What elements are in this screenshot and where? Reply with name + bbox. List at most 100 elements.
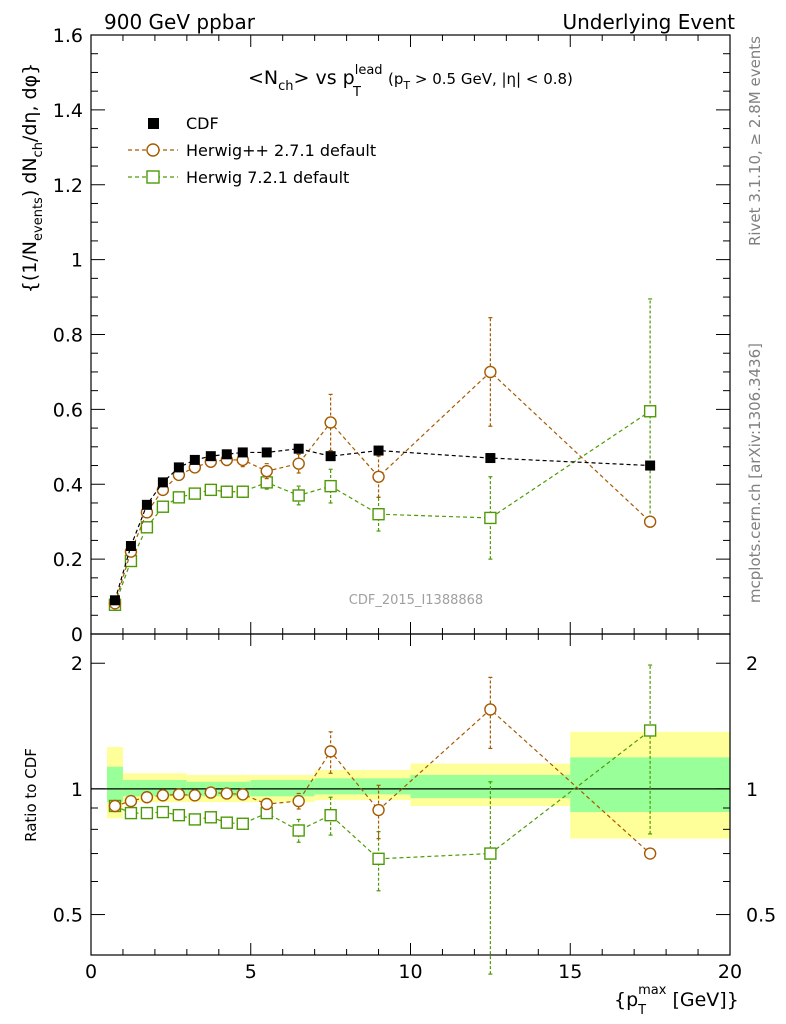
ratio-y-ticks: 0.5 0.5 1 1 2 2 bbox=[53, 653, 776, 926]
ratio-y-tick-label-right: 2 bbox=[746, 653, 758, 675]
xlabel-part-a-sub: T bbox=[637, 1003, 646, 1018]
xlabel-part-b: [GeV]} bbox=[666, 989, 738, 1011]
cdf-point bbox=[109, 595, 120, 606]
ratio-herwigpp-point bbox=[484, 703, 497, 716]
cdf-point bbox=[645, 460, 656, 471]
ratio-herwigpp-point bbox=[372, 803, 385, 817]
ratio-herwigpp-point bbox=[108, 799, 122, 813]
ratio-herwigpp-point bbox=[204, 786, 218, 799]
x-tick-label: 10 bbox=[398, 961, 422, 983]
x-tick-label: 5 bbox=[245, 961, 257, 983]
title-part-b: > vs p bbox=[294, 67, 355, 89]
main-y-tick-label: 1.2 bbox=[53, 175, 83, 197]
legend-marker-herwig7 bbox=[146, 170, 160, 184]
ylabel-part-b-sub: ch bbox=[31, 142, 46, 157]
title-part-b-sub: T bbox=[352, 85, 361, 100]
cdf-point bbox=[261, 447, 272, 458]
ratio-herwig7-point bbox=[324, 808, 337, 822]
ratio-herwigpp-point bbox=[643, 847, 657, 860]
ratio-band-green bbox=[122, 780, 187, 797]
ratio-herwig7-point bbox=[484, 847, 497, 860]
ratio-y-tick-label: 2 bbox=[71, 653, 83, 675]
x-tick-label: 20 bbox=[718, 961, 742, 983]
main-y-tick-label: 0.8 bbox=[53, 325, 83, 347]
cdf-point bbox=[157, 477, 168, 488]
herwigpp-point bbox=[324, 416, 337, 429]
ratio-herwig7-point bbox=[236, 817, 249, 830]
ratio-herwigpp-point bbox=[172, 788, 186, 801]
ratio-herwig7-point bbox=[372, 852, 385, 866]
cdf-point bbox=[373, 445, 384, 456]
legend-marker-cdf bbox=[148, 118, 159, 129]
legend-label-herwigpp: Herwig++ 2.7.1 default bbox=[186, 141, 376, 160]
main-y-tick-label: 1.4 bbox=[53, 100, 83, 122]
title-part-a-sub: ch bbox=[278, 79, 293, 94]
ratio-herwig7-point bbox=[220, 816, 233, 829]
xlabel-part-a: {p bbox=[614, 989, 638, 1011]
cdf-point bbox=[141, 499, 152, 510]
header-left: 900 GeV ppbar bbox=[104, 10, 256, 34]
ratio-herwig7-point bbox=[172, 808, 186, 822]
ratio-herwig7-point bbox=[292, 824, 305, 837]
x-tick-label: 15 bbox=[558, 961, 582, 983]
title-part-c-sub: T bbox=[402, 79, 410, 92]
main-title: <Nch> vs plead bbox=[248, 63, 383, 94]
ratio-herwigpp-point bbox=[156, 789, 170, 802]
cdf-point bbox=[173, 462, 184, 473]
ylabel-part-c: /dη, dφ} bbox=[19, 63, 41, 142]
ratio-herwigpp-point bbox=[220, 787, 233, 800]
analysis-watermark: CDF_2015_I1388868 bbox=[349, 593, 483, 608]
herwigpp-point bbox=[260, 464, 273, 478]
xlabel-part-a-sup: max bbox=[638, 983, 667, 998]
cdf-point bbox=[125, 541, 136, 552]
ratio-y-tick-label-right: 1 bbox=[746, 779, 758, 801]
herwig7-point bbox=[324, 479, 337, 493]
title-part-a: <N bbox=[248, 67, 278, 89]
ratio-y-tick-label: 0.5 bbox=[53, 905, 83, 927]
ratio-band-green bbox=[314, 778, 411, 795]
herwig7-point bbox=[372, 508, 385, 521]
main-y-axis-label: {(1/Nevents) dNch/dη, dφ} bbox=[19, 63, 46, 293]
ylabel-part-b: ) dN bbox=[19, 157, 41, 197]
herwig7-point bbox=[236, 485, 249, 498]
legend: CDF Herwig++ 2.7.1 default Herwig 7.2.1 … bbox=[128, 114, 376, 187]
mcplots-credit: mcplots.cern.ch [arXiv:1306.3436] bbox=[746, 343, 764, 603]
ratio-y-tick-label: 1 bbox=[71, 779, 83, 801]
ratio-herwig7-point bbox=[124, 806, 138, 820]
ratio-y-axis-label: Ratio to CDF bbox=[22, 748, 40, 842]
main-y-tick-label: 0.6 bbox=[53, 399, 83, 421]
main-y-tick-label: 0.2 bbox=[53, 549, 83, 571]
header-right: Underlying Event bbox=[562, 10, 735, 34]
herwig7-point bbox=[292, 489, 305, 502]
title-part-c: (p bbox=[388, 70, 403, 88]
herwig7-point bbox=[172, 491, 186, 504]
legend-label-herwig7: Herwig 7.2.1 default bbox=[186, 168, 349, 187]
ratio-herwig7-point bbox=[156, 805, 170, 819]
main-y-tick-label: 0 bbox=[71, 624, 83, 646]
ratio-herwigpp-point bbox=[188, 789, 202, 802]
ratio-bands bbox=[91, 731, 730, 839]
cdf-point bbox=[205, 451, 216, 462]
main-panel: 00.20.40.60.811.21.41.6 <Nch> vs plead T… bbox=[19, 25, 731, 646]
main-y-tick-label: 1 bbox=[71, 250, 83, 272]
ylabel-part-a: {(1/N bbox=[19, 241, 41, 293]
herwig7-point bbox=[220, 485, 233, 498]
ratio-herwigpp-point bbox=[260, 797, 273, 811]
herwigpp-point bbox=[484, 365, 497, 379]
title-cuts: (pT > 0.5 GeV, |η| < 0.8) bbox=[388, 70, 573, 92]
cdf-line bbox=[114, 448, 651, 601]
herwig7-point bbox=[188, 487, 202, 500]
ratio-series bbox=[108, 664, 657, 975]
ratio-herwig7-point bbox=[188, 813, 202, 826]
ratio-y-tick-label-right: 0.5 bbox=[746, 905, 776, 927]
herwig7-point bbox=[204, 483, 218, 497]
rivet-version: Rivet 3.1.10, ≥ 2.8M events bbox=[746, 36, 764, 246]
cdf-point bbox=[325, 451, 336, 462]
herwigpp-point bbox=[372, 470, 385, 483]
main-x-ticks bbox=[90, 35, 731, 634]
cdf-point bbox=[485, 453, 496, 464]
herwigpp-point bbox=[292, 457, 305, 470]
herwigpp-point bbox=[643, 515, 657, 528]
herwig7-point bbox=[643, 405, 657, 418]
